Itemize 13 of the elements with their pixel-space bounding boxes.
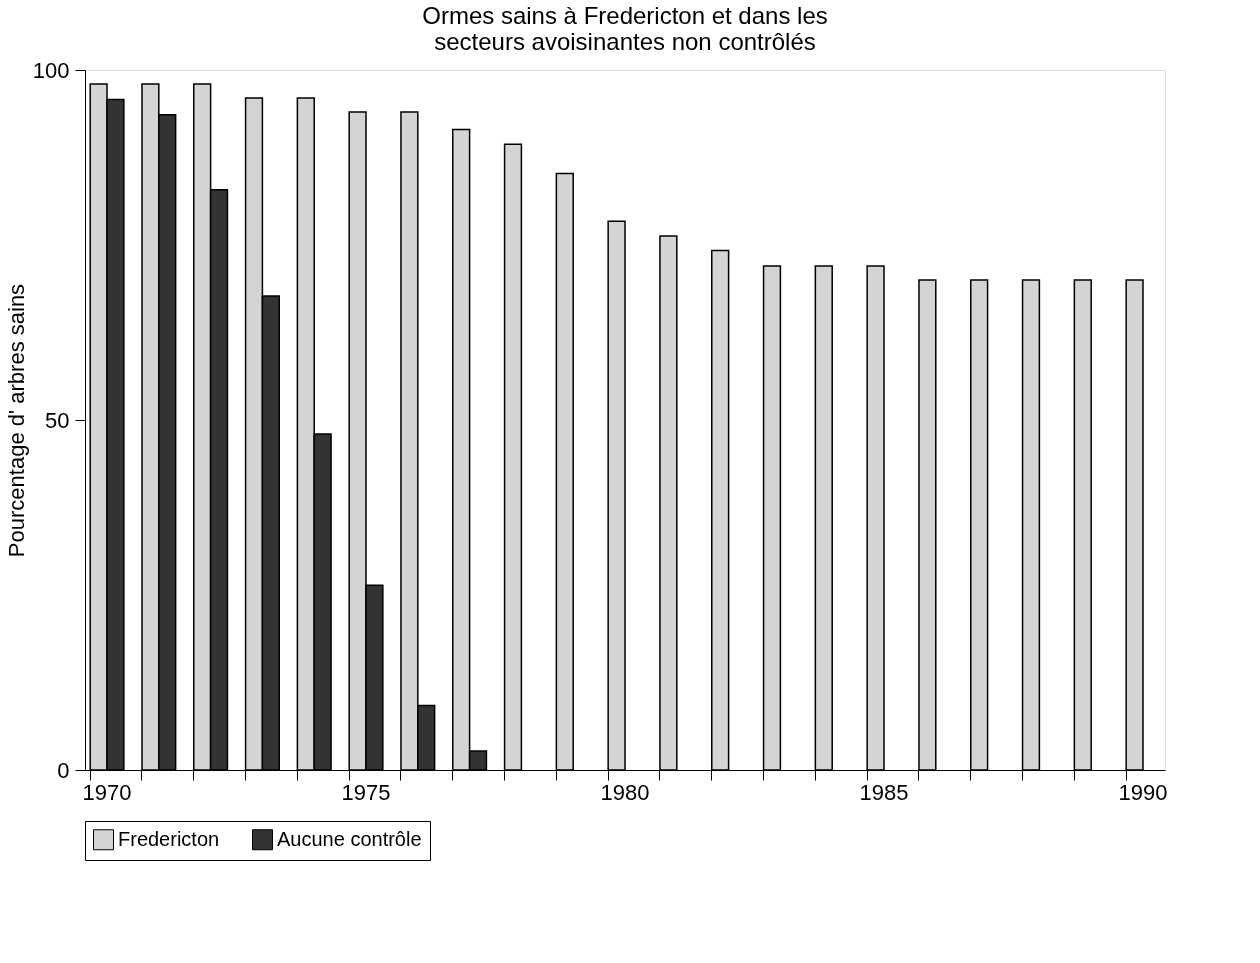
y-tick-label: 100	[32, 57, 70, 83]
x-tick-label: 1990	[1118, 779, 1168, 805]
legend-label: Aucune contrôle	[277, 827, 422, 850]
legend-label: Fredericton	[118, 827, 220, 850]
y-axis-title: Pourcentage d' arbres sains	[3, 283, 29, 558]
y-tick-label: 50	[45, 407, 70, 433]
x-tick-label: 1980	[600, 779, 650, 805]
x-tick-label: 1975	[341, 779, 391, 805]
x-tick-label: 1985	[859, 779, 909, 805]
x-tick-label: 1970	[82, 779, 132, 805]
y-tick-label: 0	[57, 757, 70, 783]
text: Ormes sains à Fredericton et dans les	[422, 2, 828, 29]
text: secteurs avoisinantes non contrôlés	[434, 28, 816, 55]
